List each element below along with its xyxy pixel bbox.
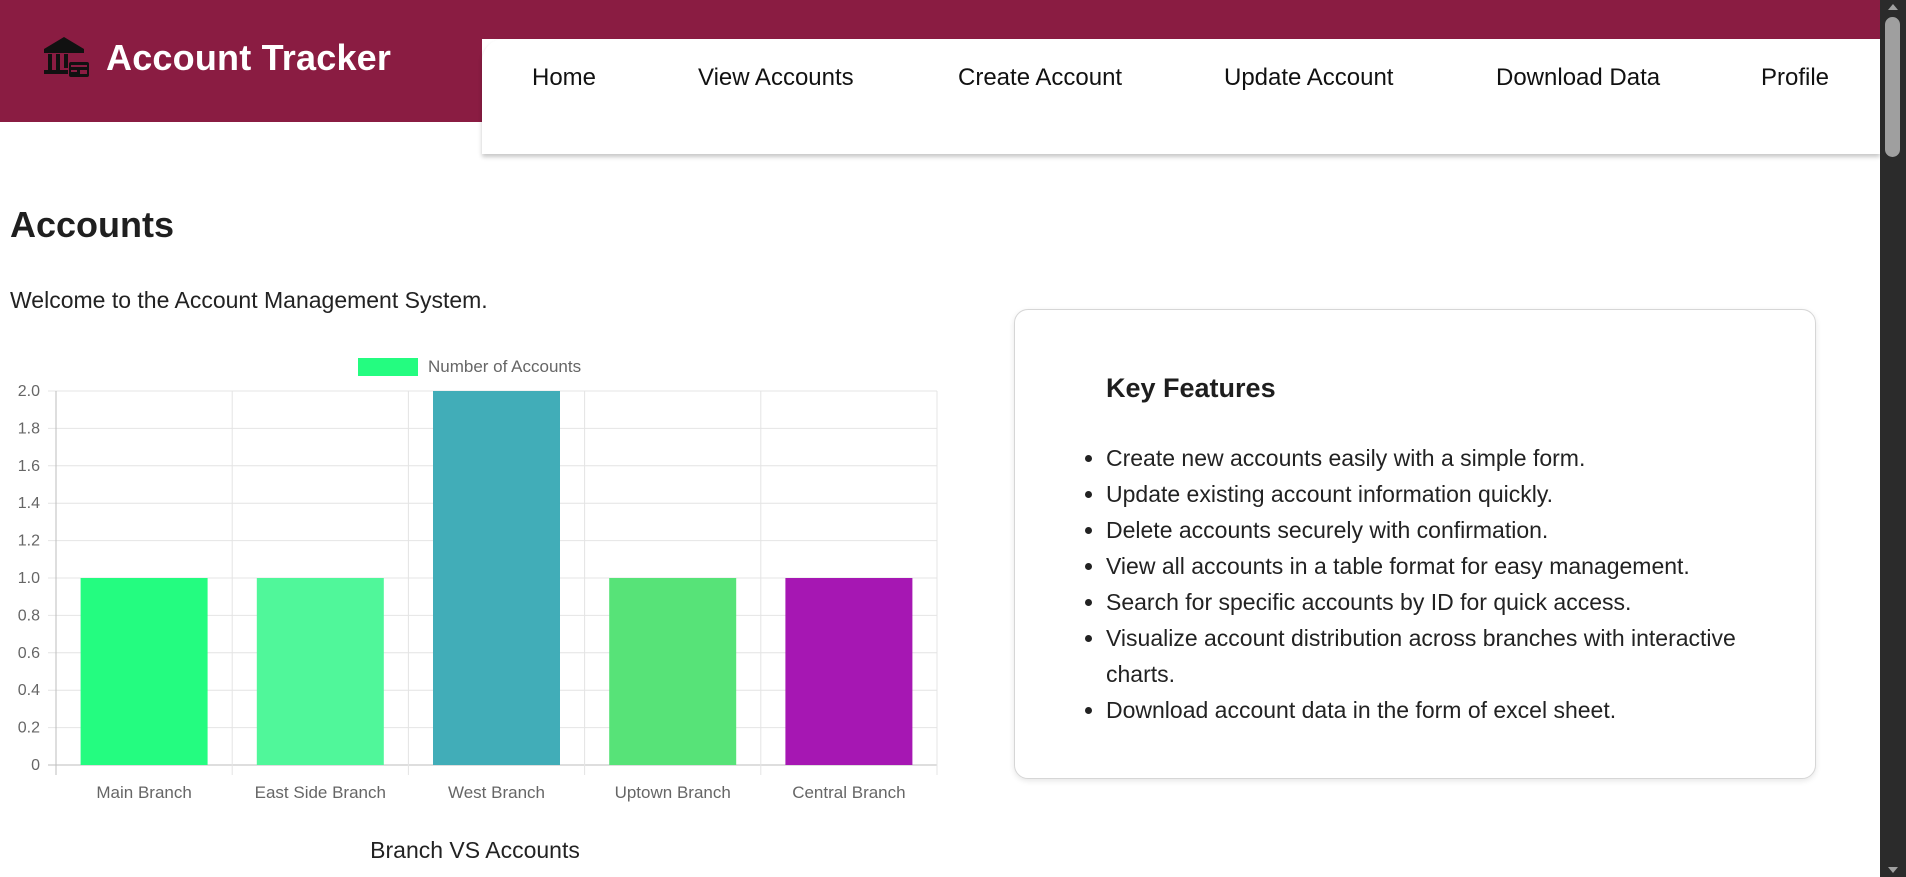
welcome-text: Welcome to the Account Management System… (10, 287, 488, 313)
y-tick-label: 1.2 (18, 533, 40, 550)
accounts-bar-chart: 0 0.2 0.4 0.6 0.8 1.0 1.2 1.4 1.6 1.8 2.0 Main Bran… (18, 357, 938, 863)
bar (433, 391, 560, 765)
feature-item: Update existing account information quic… (1085, 476, 1796, 512)
key-features-title: Key Features (1106, 373, 1276, 403)
feature-item: Visualize account distribution across br… (1085, 620, 1796, 692)
app-header: Account Tracker Home View Accounts Creat… (0, 0, 1880, 155)
bar (785, 578, 913, 765)
feature-item: View all accounts in a table format for … (1085, 548, 1796, 584)
brand-title: Account Tracker (106, 37, 392, 78)
nav-profile[interactable]: Profile (1761, 64, 1830, 91)
main-nav: Home View Accounts Create Account Update… (482, 39, 1880, 154)
scroll-thumb[interactable] (1885, 17, 1900, 157)
y-tick-label: 0.2 (18, 720, 40, 737)
nav-view-accounts[interactable]: View Accounts (698, 64, 854, 91)
y-tick-label: 0.6 (18, 645, 40, 662)
nav-create-account[interactable]: Create Account (958, 64, 1123, 91)
brand-block: Account Tracker (0, 0, 482, 122)
y-tick-label: 1.8 (18, 420, 40, 437)
y-tick-label: 0 (31, 757, 40, 774)
nav-download-data[interactable]: Download Data (1496, 64, 1661, 91)
features-list: Create new accounts easily with a simple… (1085, 440, 1796, 728)
nav-update-account[interactable]: Update Account (1224, 64, 1394, 91)
y-tick-label: 2.0 (18, 383, 40, 400)
y-tick-label: 1.0 (18, 570, 40, 587)
scroll-down-arrow-icon[interactable] (1888, 867, 1898, 873)
feature-item: Create new accounts easily with a simple… (1085, 440, 1796, 476)
y-tick-label: 0.8 (18, 607, 40, 624)
nav-home[interactable]: Home (532, 64, 597, 91)
x-tick-label: Main Branch (96, 783, 191, 802)
legend-swatch (358, 358, 418, 376)
x-tick-label: Uptown Branch (615, 783, 731, 802)
bar (609, 578, 737, 765)
bank-icon (44, 37, 89, 77)
feature-item: Download account data in the form of exc… (1085, 692, 1796, 728)
key-features-card: Key Features Create new accounts easily … (1014, 309, 1816, 779)
bar (80, 578, 208, 765)
vertical-scrollbar[interactable] (1880, 0, 1906, 877)
y-tick-label: 1.4 (18, 495, 40, 512)
x-tick-label: West Branch (448, 783, 545, 802)
scroll-up-arrow-icon[interactable] (1888, 4, 1898, 10)
feature-item: Delete accounts securely with confirmati… (1085, 512, 1796, 548)
y-tick-label: 0.4 (18, 682, 40, 699)
x-axis-title: Branch VS Accounts (370, 837, 580, 863)
x-tick-label: East Side Branch (255, 783, 386, 802)
y-tick-label: 1.6 (18, 458, 40, 475)
brand[interactable]: Account Tracker (40, 32, 391, 84)
legend-label: Number of Accounts (428, 357, 581, 376)
feature-item: Search for specific accounts by ID for q… (1085, 584, 1796, 620)
bar (256, 578, 384, 765)
x-tick-label: Central Branch (792, 783, 905, 802)
page-title: Accounts (10, 204, 175, 245)
